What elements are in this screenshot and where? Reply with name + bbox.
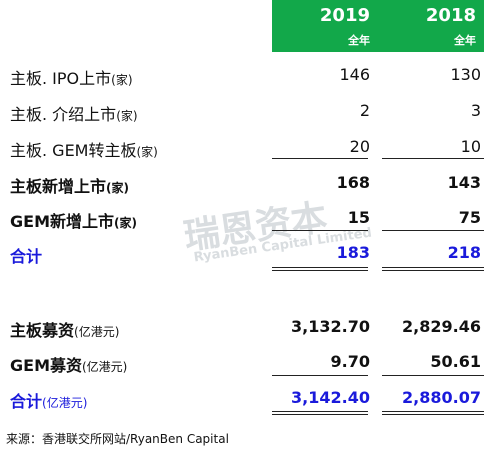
source-note: 来源：香港联交所网站/RyanBen Capital (6, 432, 229, 446)
row-main-text: GEM募资 (10, 356, 82, 375)
row-label: GEM募资(亿港元) (10, 352, 127, 376)
header-sub-2019: 全年 (348, 34, 370, 47)
row-value-2018: 3 (470, 101, 481, 120)
grand-total-rule-2018 (382, 375, 484, 376)
header-sub-2018: 全年 (454, 34, 476, 47)
row-unit-text: (家) (136, 145, 158, 159)
row-label: 主板新增上市(家) (10, 173, 129, 197)
double-rule-2019-d (272, 414, 368, 415)
row-value-2018: 143 (447, 173, 481, 192)
row-value-2019: 3,142.40 (291, 388, 370, 407)
row-value-2019: 3,132.70 (291, 317, 370, 336)
year-header-band (272, 0, 484, 52)
row-unit-text: (亿港元) (42, 396, 88, 410)
double-rule-2019-c (272, 411, 368, 412)
row-main-text: GEM新增上市 (10, 212, 114, 231)
row-value-2019: 9.70 (330, 352, 370, 371)
row-value-2018: 2,880.07 (402, 388, 481, 407)
row-value-2018: 130 (450, 65, 481, 84)
row-label: 合计 (10, 243, 42, 267)
row-value-2019: 183 (336, 243, 370, 262)
double-rule-2019-b (272, 270, 368, 271)
double-rule-2018-d (382, 414, 484, 415)
grand-total-rule-2019 (272, 375, 368, 376)
row-label: GEM新增上市(家) (10, 208, 137, 232)
subtotal-rule-2018 (382, 158, 484, 159)
double-rule-2018-c (382, 411, 484, 412)
header-year-2019: 2019 (319, 5, 370, 26)
row-value-2018: 50.61 (430, 352, 481, 371)
row-label: 主板. IPO上市(家) (10, 65, 133, 89)
row-unit-text: (家) (114, 216, 137, 230)
double-rule-2018-a (382, 267, 484, 268)
double-rule-2018-b (382, 270, 484, 271)
row-value-2018: 218 (447, 243, 481, 262)
row-value-2019: 15 (347, 208, 370, 227)
row-unit-text: (亿港元) (74, 325, 120, 339)
row-value-2018: 75 (458, 208, 481, 227)
row-main-text: 主板. IPO上市 (10, 69, 112, 88)
total-rule-2019 (272, 230, 368, 231)
double-rule-2019-a (272, 267, 368, 268)
row-value-2019: 146 (339, 65, 370, 84)
row-value-2019: 2 (359, 101, 370, 120)
row-value-2019: 168 (336, 173, 370, 192)
row-value-2019: 20 (349, 137, 370, 156)
row-unit-text: (家) (111, 73, 133, 87)
row-label: 主板. GEM转主板(家) (10, 137, 158, 161)
row-label: 主板. 介绍上市(家) (10, 101, 138, 125)
row-value-2018: 2,829.46 (402, 317, 481, 336)
row-main-text: 主板新增上市 (10, 177, 107, 196)
row-unit-text: (亿港元) (82, 360, 128, 374)
row-unit-text: (家) (116, 109, 138, 123)
row-main-text: 主板募资 (10, 321, 75, 340)
row-main-text: 主板. 介绍上市 (10, 105, 117, 124)
row-main-text: 合计 (10, 247, 43, 266)
row-value-2018: 10 (460, 137, 481, 156)
header-year-2018: 2018 (425, 5, 476, 26)
row-label: 合计(亿港元) (10, 388, 87, 412)
row-label: 主板募资(亿港元) (10, 317, 119, 341)
row-main-text: 合计 (10, 392, 43, 411)
row-unit-text: (家) (106, 181, 129, 195)
subtotal-rule-2019 (272, 158, 368, 159)
row-main-text: 主板. GEM转主板 (10, 141, 137, 160)
total-rule-2018 (382, 230, 484, 231)
